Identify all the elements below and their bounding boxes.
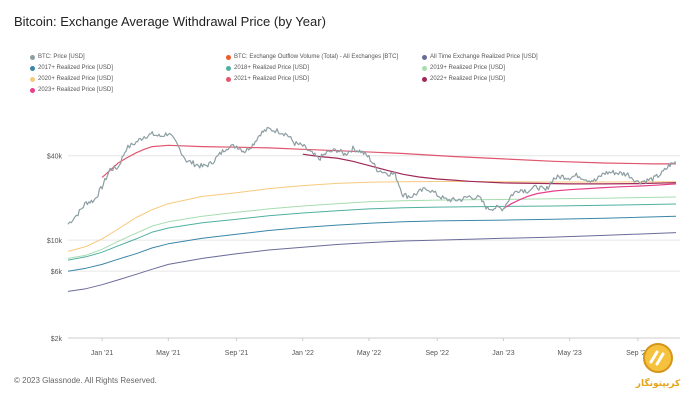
chain-link-icon	[643, 343, 673, 373]
legend-label: 2021+ Realized Price [USD]	[234, 76, 309, 82]
legend-label: 2023+ Realized Price [USD]	[38, 87, 113, 93]
series-line-2017-realized-price-usd	[67, 215, 677, 272]
y-tick-label: $6k	[51, 269, 63, 276]
series-line-2023-realized-price-usd	[503, 183, 677, 210]
legend-item-btc-price[interactable]: BTC: Price [USD]	[30, 54, 85, 60]
legend-label: All Time Exchange Realized Price [USD]	[430, 54, 538, 60]
legend-item-2018-realized[interactable]: 2018+ Realized Price [USD]	[226, 65, 309, 71]
legend-item-2023-realized[interactable]: 2023+ Realized Price [USD]	[30, 87, 113, 93]
legend-swatch	[422, 65, 427, 71]
legend-item-2022-realized[interactable]: 2022+ Realized Price [USD]	[422, 76, 505, 82]
legend-label: BTC: Exchange Outflow Volume (Total) - A…	[234, 54, 399, 60]
series-line-2021-realized-price-usd	[101, 144, 676, 178]
copyright-footer: © 2023 Glassnode. All Rights Reserved.	[14, 376, 157, 385]
x-tick-label: Jan '22	[292, 350, 314, 357]
legend-item-exchange-outflow[interactable]: BTC: Exchange Outflow Volume (Total) - A…	[226, 54, 398, 60]
watermark-text: کریپتونگار	[635, 377, 681, 389]
legend-label: 2018+ Realized Price [USD]	[234, 65, 309, 71]
legend-item-all-time-realized[interactable]: All Time Exchange Realized Price [USD]	[422, 54, 538, 60]
legend-item-2021-realized[interactable]: 2021+ Realized Price [USD]	[226, 76, 309, 82]
legend-label: 2022+ Realized Price [USD]	[430, 76, 505, 82]
series-line-2019-realized-price-usd	[67, 196, 677, 259]
y-tick-label: $40k	[47, 154, 63, 161]
legend-label: 2017+ Realized Price [USD]	[38, 65, 113, 71]
series-line-2022-realized-price-usd	[302, 153, 677, 185]
legend-label: 2019+ Realized Price [USD]	[430, 65, 505, 71]
legend-label: 2020+ Realized Price [USD]	[38, 76, 113, 82]
legend-label: BTC: Price [USD]	[38, 54, 85, 60]
x-tick-label: Sep '22	[425, 350, 449, 357]
legend-item-2020-realized[interactable]: 2020+ Realized Price [USD]	[30, 76, 113, 82]
legend-swatch	[30, 87, 35, 93]
x-tick-label: Sep '21	[225, 350, 249, 357]
x-tick-label: Jan '23	[492, 350, 514, 357]
legend-swatch	[30, 65, 35, 71]
x-tick-label: Jan '21	[91, 350, 113, 357]
legend-swatch	[422, 54, 427, 60]
y-tick-label: $10k	[47, 238, 63, 245]
x-tick-label: Sep '23	[626, 350, 650, 357]
series-line-btc-price-usd	[67, 126, 677, 225]
y-tick-label: $2k	[51, 336, 63, 343]
legend-swatch	[226, 65, 231, 71]
series-line-2018-realized-price-usd	[67, 203, 677, 261]
legend-swatch	[226, 54, 231, 60]
series-line-2020-realized-price-usd	[67, 181, 677, 252]
legend-item-2017-realized[interactable]: 2017+ Realized Price [USD]	[30, 65, 113, 71]
legend-swatch	[226, 76, 231, 82]
x-tick-label: May '23	[557, 350, 581, 357]
x-tick-label: May '22	[357, 350, 381, 357]
legend-swatch	[30, 76, 35, 82]
legend-swatch	[422, 76, 427, 82]
series-line-all-time-exchange-realized-price-usd	[67, 232, 677, 292]
chart-title: Bitcoin: Exchange Average Withdrawal Pri…	[14, 14, 326, 29]
legend-item-2019-realized[interactable]: 2019+ Realized Price [USD]	[422, 65, 505, 71]
watermark-logo: کریپتونگار	[635, 343, 681, 389]
legend-swatch	[30, 54, 35, 60]
x-tick-label: May '21	[156, 350, 180, 357]
